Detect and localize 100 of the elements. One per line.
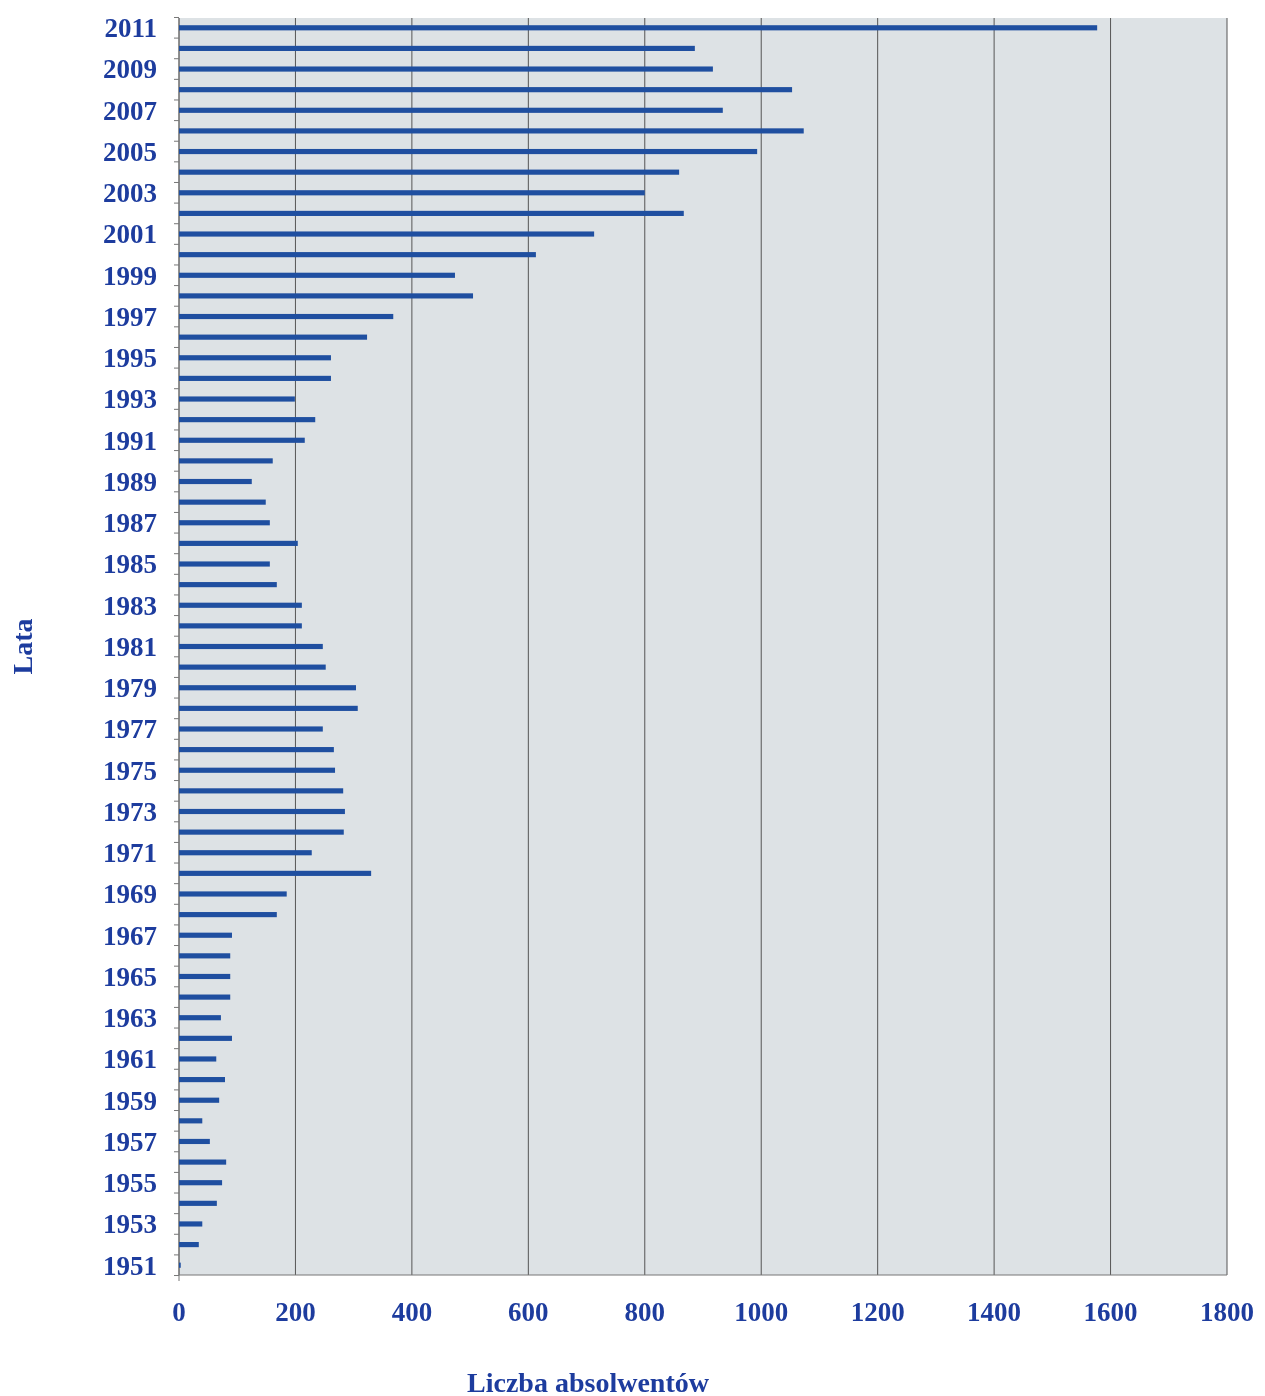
bar — [179, 829, 344, 835]
y-tick-label: 2005 — [103, 136, 157, 167]
bar — [179, 664, 326, 670]
bar — [179, 148, 758, 155]
y-tick-label: 1973 — [103, 796, 157, 827]
y-tick-label: 1995 — [103, 343, 157, 374]
y-tick-label: 1989 — [103, 466, 157, 497]
bar — [179, 25, 1098, 31]
y-tick-label: 1953 — [103, 1209, 157, 1240]
y-tick-label: 1961 — [103, 1044, 157, 1075]
x-tick-label: 1400 — [967, 1297, 1022, 1327]
y-tick-label: 1981 — [103, 631, 157, 662]
x-axis-title: Liczba absolwentów — [467, 1367, 710, 1396]
bar — [179, 128, 804, 134]
bar — [179, 870, 372, 876]
x-tick-label: 800 — [624, 1297, 666, 1327]
bar — [179, 396, 295, 402]
y-tick-label: 1977 — [103, 714, 157, 745]
x-tick-label: 1200 — [850, 1297, 905, 1327]
bar — [179, 190, 645, 196]
y-tick-label: 1967 — [103, 920, 157, 951]
x-tick-label: 400 — [391, 1297, 433, 1327]
y-tick-label: 2003 — [103, 178, 157, 209]
bar — [179, 45, 695, 51]
y-tick-label: 1985 — [103, 549, 157, 580]
bar — [179, 540, 298, 546]
bar — [179, 417, 316, 423]
bar — [179, 850, 312, 856]
bar — [179, 334, 368, 340]
bar — [179, 87, 793, 93]
y-tick-label: 1983 — [103, 590, 157, 621]
bar — [179, 293, 474, 299]
bar — [179, 252, 536, 258]
bar — [179, 272, 455, 278]
y-tick-label: 1975 — [103, 755, 157, 786]
bar — [179, 767, 336, 773]
bar — [179, 602, 302, 608]
x-tick-label: 1800 — [1200, 1297, 1254, 1327]
y-tick-label: 1991 — [103, 425, 157, 456]
bar — [179, 788, 344, 794]
bar — [179, 932, 232, 938]
bar — [179, 623, 302, 629]
bar — [179, 643, 323, 650]
bar — [179, 1180, 223, 1186]
x-tick-label: 200 — [275, 1297, 316, 1327]
bar — [179, 1015, 221, 1021]
bar — [179, 66, 713, 72]
x-tick-label: 600 — [508, 1297, 549, 1327]
y-tick-label: 2001 — [103, 219, 157, 250]
y-tick-label: 1971 — [103, 838, 157, 869]
y-tick-label: 1979 — [103, 673, 157, 704]
bar — [179, 520, 270, 526]
bar — [179, 313, 394, 320]
y-tick-label: 1993 — [103, 384, 157, 415]
bar — [179, 953, 231, 959]
bar — [179, 231, 595, 237]
x-tick-label: 1000 — [734, 1297, 789, 1327]
bar — [179, 705, 358, 711]
bar — [179, 1056, 217, 1062]
x-tick-label: 1600 — [1083, 1297, 1138, 1327]
y-tick-label: 1955 — [103, 1168, 157, 1199]
y-tick-label: 1957 — [103, 1126, 157, 1157]
x-tick-label: 0 — [172, 1297, 186, 1327]
bar — [179, 1118, 203, 1124]
bar — [179, 437, 305, 443]
bar — [179, 726, 323, 732]
y-tick-label: 1987 — [103, 508, 157, 539]
y-tick-label: 2009 — [103, 54, 157, 85]
bar — [179, 994, 231, 1000]
bar — [179, 912, 277, 918]
y-tick-label: 1963 — [103, 1003, 157, 1034]
bar — [179, 1077, 225, 1083]
bar — [179, 1159, 227, 1165]
bar — [179, 973, 231, 980]
bar — [179, 458, 273, 464]
bar — [179, 582, 277, 588]
bar — [179, 1242, 199, 1248]
bar — [179, 169, 680, 175]
y-tick-label: 1997 — [103, 301, 157, 332]
y-axis-title: Lata — [7, 618, 38, 675]
bar — [179, 1035, 232, 1041]
bar — [179, 1097, 220, 1103]
bar — [179, 499, 266, 505]
bar — [179, 107, 723, 113]
bar — [179, 685, 356, 691]
bar — [179, 210, 684, 216]
y-tick-label: 2011 — [104, 13, 157, 44]
y-tick-label: 2007 — [103, 95, 157, 126]
bar — [179, 891, 287, 897]
y-tick-label: 1965 — [103, 961, 157, 992]
bar — [179, 808, 345, 815]
y-tick-label: 1951 — [103, 1250, 157, 1281]
bar — [179, 1138, 210, 1145]
y-tick-label: 1969 — [103, 879, 157, 910]
y-tick-label: 1959 — [103, 1085, 157, 1116]
bar — [179, 375, 331, 381]
bar — [179, 747, 334, 753]
bar — [179, 1200, 217, 1206]
bar — [179, 561, 270, 567]
bar — [179, 478, 252, 485]
